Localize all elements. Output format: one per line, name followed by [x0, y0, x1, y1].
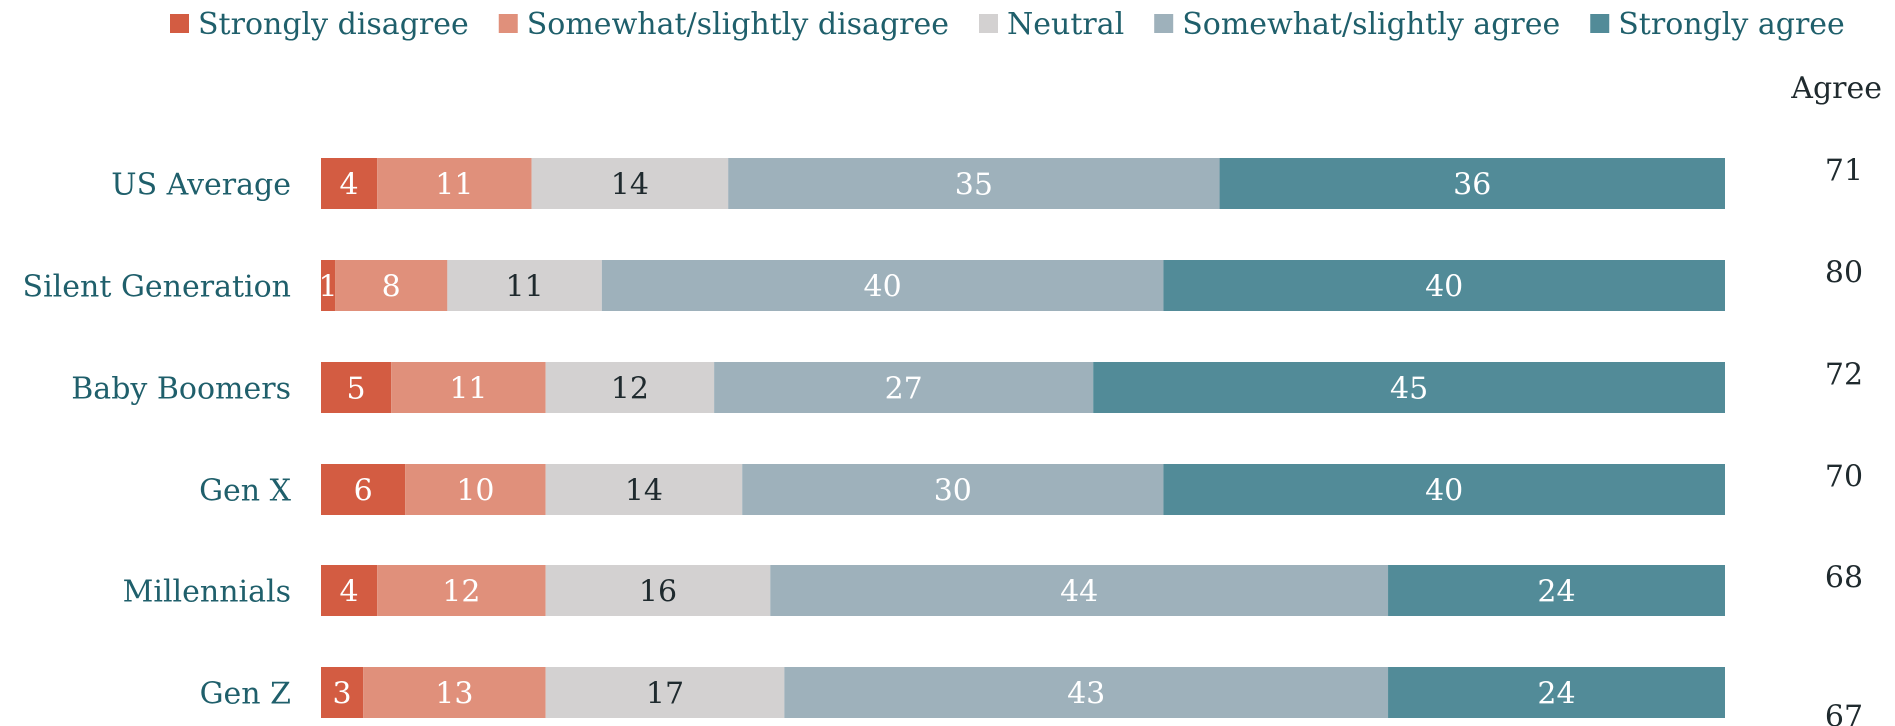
legend-swatch-somewhat-slightly-disagree	[498, 14, 518, 33]
agree-total-us-average: 71	[1825, 154, 1863, 189]
data-label-gen-z-strongly-agree: 24	[1537, 677, 1575, 712]
bar-millennials-neutral	[545, 565, 771, 616]
agree-total-gen-x: 70	[1825, 460, 1863, 495]
bar-millennials-strongly-disagree	[321, 565, 378, 616]
data-label-gen-x-somewhat-slightly-agree: 30	[934, 474, 972, 509]
data-label-baby-boomers-somewhat-slightly-disagree: 11	[449, 372, 487, 407]
data-label-gen-z-somewhat-slightly-disagree: 13	[435, 677, 473, 712]
agree-total-silent-generation: 80	[1825, 256, 1863, 291]
data-label-gen-z-strongly-disagree: 3	[333, 677, 352, 712]
data-label-gen-z-neutral: 17	[646, 677, 684, 712]
data-label-silent-generation-strongly-agree: 40	[1425, 270, 1463, 305]
data-label-us-average-somewhat-slightly-agree: 35	[955, 168, 993, 203]
category-label-us-average: US Average	[111, 168, 291, 203]
data-label-baby-boomers-strongly-disagree: 5	[347, 372, 366, 407]
legend-swatch-somewhat-slightly-agree	[1154, 14, 1174, 33]
bar-baby-boomers-strongly-agree	[1093, 362, 1725, 413]
bar-silent-generation-strongly-agree	[1163, 260, 1725, 311]
data-label-silent-generation-somewhat-slightly-disagree: 8	[382, 270, 401, 305]
bar-baby-boomers-strongly-disagree	[321, 362, 392, 413]
bar-baby-boomers-neutral	[545, 362, 715, 413]
data-label-gen-x-somewhat-slightly-disagree: 10	[456, 474, 494, 509]
legend-label-somewhat-slightly-disagree: Somewhat/slightly disagree	[527, 7, 949, 42]
bar-gen-x-strongly-agree	[1163, 464, 1725, 515]
bar-gen-z-neutral	[545, 667, 785, 718]
bar-millennials-somewhat-slightly-disagree	[377, 565, 546, 616]
agree-total-gen-z: 67	[1825, 700, 1863, 726]
bar-gen-x-somewhat-slightly-disagree	[405, 464, 546, 515]
data-label-gen-x-strongly-agree: 40	[1425, 474, 1463, 509]
legend-label-strongly-disagree: Strongly disagree	[198, 7, 469, 42]
data-label-silent-generation-somewhat-slightly-agree: 40	[864, 270, 902, 305]
agree-total-millennials: 68	[1825, 561, 1863, 596]
legend: Strongly disagree Somewhat/slightly disag…	[170, 7, 1845, 42]
data-label-millennials-strongly-disagree: 4	[340, 575, 359, 610]
data-label-baby-boomers-neutral: 12	[611, 372, 649, 407]
data-label-us-average-somewhat-slightly-disagree: 11	[435, 168, 473, 203]
bar-gen-x-strongly-disagree	[321, 464, 406, 515]
bar-gen-z-strongly-disagree	[321, 667, 364, 718]
legend-label-neutral: Neutral	[1007, 7, 1124, 42]
data-label-millennials-somewhat-slightly-agree: 44	[1060, 575, 1098, 610]
agree-total-baby-boomers: 72	[1825, 358, 1863, 393]
legend-swatch-neutral	[979, 14, 998, 33]
data-label-us-average-strongly-agree: 36	[1453, 168, 1491, 203]
legend-swatch-strongly-disagree	[170, 14, 189, 33]
data-label-millennials-neutral: 16	[639, 575, 677, 610]
bar-us-average-strongly-agree	[1219, 158, 1725, 209]
bar-silent-generation-neutral	[447, 260, 602, 311]
legend-swatch-strongly-agree	[1590, 14, 1610, 33]
data-label-millennials-strongly-agree: 24	[1537, 575, 1575, 610]
data-label-gen-x-neutral: 14	[625, 474, 663, 509]
bar-us-average-somewhat-slightly-disagree	[377, 158, 532, 209]
category-label-millennials: Millennials	[123, 575, 291, 610]
data-label-silent-generation-strongly-disagree: 1	[318, 270, 337, 305]
bar-gen-x-neutral	[545, 464, 743, 515]
bar-millennials-strongly-agree	[1388, 565, 1725, 616]
bar-gen-z-somewhat-slightly-agree	[784, 667, 1389, 718]
category-label-gen-z: Gen Z	[200, 677, 291, 712]
bar-gen-z-strongly-agree	[1388, 667, 1725, 718]
bar-gen-x-somewhat-slightly-agree	[742, 464, 1164, 515]
data-label-millennials-somewhat-slightly-disagree: 12	[442, 575, 480, 610]
bar-gen-z-somewhat-slightly-disagree	[363, 667, 546, 718]
bar-us-average-somewhat-slightly-agree	[728, 158, 1220, 209]
data-label-us-average-strongly-disagree: 4	[340, 168, 359, 203]
bar-silent-generation-somewhat-slightly-disagree	[335, 260, 448, 311]
bar-silent-generation-strongly-disagree	[321, 260, 336, 311]
data-label-gen-z-somewhat-slightly-agree: 43	[1067, 677, 1105, 712]
category-label-baby-boomers: Baby Boomers	[71, 372, 291, 407]
bar-baby-boomers-somewhat-slightly-disagree	[391, 362, 546, 413]
bar-millennials-somewhat-slightly-agree	[770, 565, 1389, 616]
data-label-silent-generation-neutral: 11	[505, 270, 543, 305]
category-label-silent-generation: Silent Generation	[23, 270, 291, 305]
data-label-gen-x-strongly-disagree: 6	[354, 474, 373, 509]
agree-column-header: Agree	[1790, 71, 1882, 106]
legend-label-strongly-agree: Strongly agree	[1618, 7, 1845, 42]
category-label-gen-x: Gen X	[199, 474, 292, 509]
bar-baby-boomers-somewhat-slightly-agree	[714, 362, 1094, 413]
bar-us-average-strongly-disagree	[321, 158, 378, 209]
data-label-baby-boomers-somewhat-slightly-agree: 27	[885, 372, 923, 407]
legend-label-somewhat-slightly-agree: Somewhat/slightly agree	[1182, 7, 1560, 42]
bar-us-average-neutral	[531, 158, 729, 209]
data-label-baby-boomers-strongly-agree: 45	[1390, 372, 1428, 407]
bar-silent-generation-somewhat-slightly-agree	[601, 260, 1164, 311]
data-label-us-average-neutral: 14	[611, 168, 649, 203]
